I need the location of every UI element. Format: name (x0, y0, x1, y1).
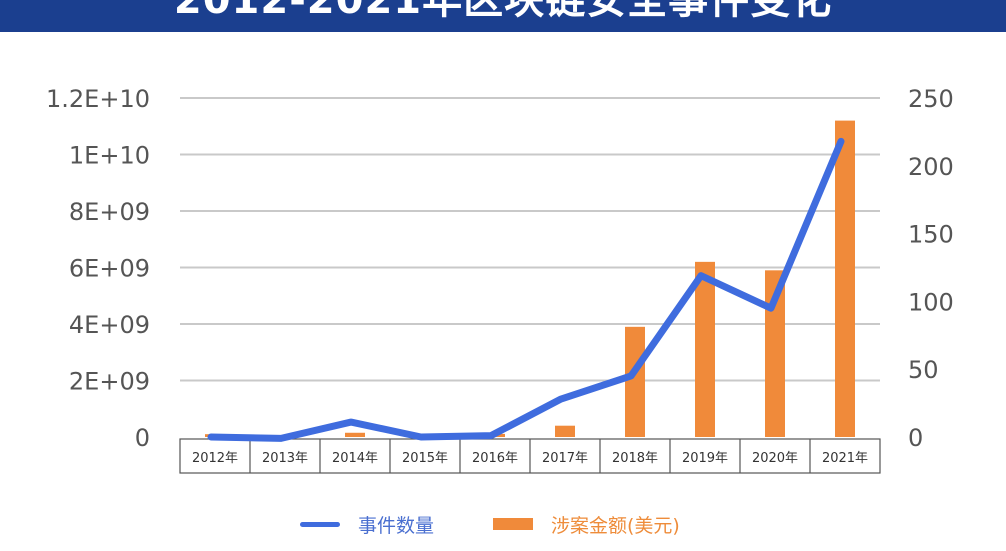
y-left-tick-label: 4E+09 (69, 311, 150, 339)
legend-line-label: 事件数量 (358, 514, 435, 537)
legend-item-bar: 涉案金额(美元) (493, 504, 680, 544)
title-bar: 2012-2021年区块链安全事件变化 (0, 0, 1006, 32)
y-right-tick-label: 50 (908, 356, 939, 384)
y-right-tick-label: 0 (908, 424, 923, 452)
y-left-tick-label: 0 (135, 424, 150, 452)
legend: 事件数量 涉案金额(美元) (0, 504, 1006, 544)
bar (555, 425, 575, 437)
y-left-tick-label: 2E+09 (69, 368, 150, 396)
y-left-tick-label: 6E+09 (69, 255, 150, 283)
x-tick-label: 2015年 (402, 451, 448, 466)
y-left-tick-label: 1.2E+10 (46, 85, 150, 113)
x-tick-label: 2016年 (472, 451, 518, 466)
bar (345, 432, 365, 437)
bar (625, 326, 645, 437)
bar (765, 270, 785, 437)
legend-bar-swatch (493, 518, 533, 530)
x-tick-label: 2019年 (682, 451, 728, 466)
x-tick-label: 2014年 (332, 451, 378, 466)
bar (695, 261, 715, 437)
y-left-tick-label: 8E+09 (69, 198, 150, 226)
x-tick-label: 2012年 (192, 451, 238, 466)
x-tick-label: 2017年 (542, 451, 588, 466)
chart-title: 2012-2021年区块链安全事件变化 (173, 0, 833, 23)
y-left-tick-label: 1E+10 (69, 142, 150, 170)
x-tick-label: 2021年 (822, 451, 868, 466)
legend-line-swatch (300, 521, 340, 527)
y-right-tick-label: 200 (908, 153, 954, 181)
legend-bar-label: 涉案金额(美元) (551, 514, 680, 537)
y-right-tick-label: 250 (908, 85, 954, 113)
line-series (207, 137, 845, 442)
y-right-tick-label: 150 (908, 221, 954, 249)
bar (835, 120, 855, 437)
x-tick-label: 2018年 (612, 451, 658, 466)
legend-item-line: 事件数量 (300, 504, 434, 544)
y-right-tick-label: 100 (908, 288, 954, 316)
x-tick-label: 2013年 (262, 451, 308, 466)
x-tick-label: 2020年 (752, 451, 798, 466)
